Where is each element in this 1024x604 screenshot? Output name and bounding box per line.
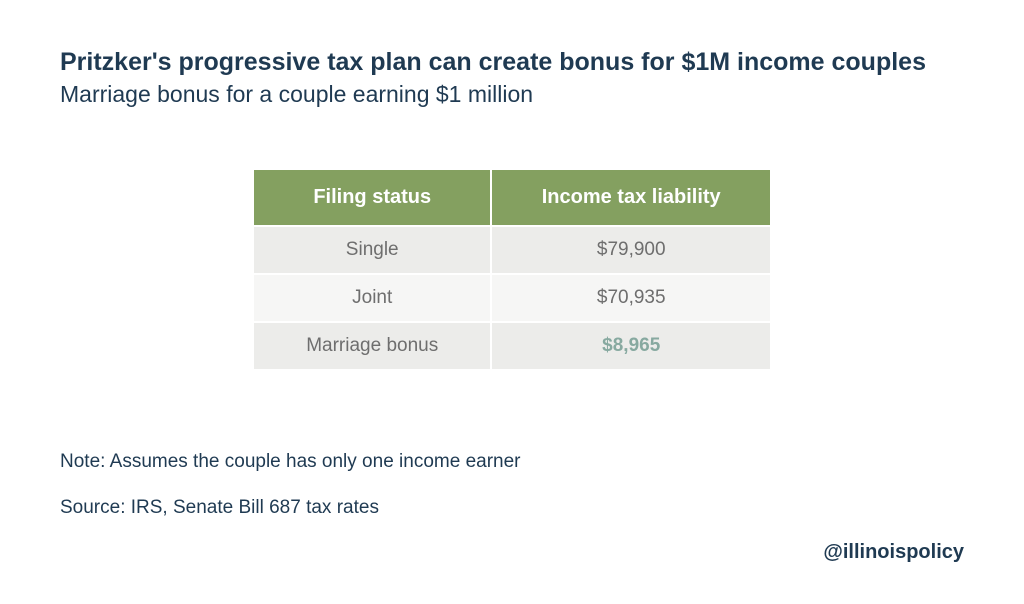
handle-text: @illinoispolicy	[823, 541, 964, 564]
note-text: Note: Assumes the couple has only one in…	[60, 451, 964, 473]
cell-label: Single	[254, 227, 490, 273]
table-row: Single $79,900	[254, 227, 770, 273]
cell-label: Joint	[254, 275, 490, 321]
table-container: Filing status Income tax liability Singl…	[60, 168, 964, 371]
table-row: Joint $70,935	[254, 275, 770, 321]
cell-value: $70,935	[492, 275, 770, 321]
col-header-liability: Income tax liability	[492, 170, 770, 225]
cell-value: $79,900	[492, 227, 770, 273]
tax-table: Filing status Income tax liability Singl…	[252, 168, 772, 371]
col-header-filing: Filing status	[254, 170, 490, 225]
chart-subtitle: Marriage bonus for a couple earning $1 m…	[60, 81, 964, 108]
cell-label: Marriage bonus	[254, 323, 490, 369]
table-header-row: Filing status Income tax liability	[254, 170, 770, 225]
chart-title: Pritzker's progressive tax plan can crea…	[60, 48, 964, 77]
cell-value: $8,965	[492, 323, 770, 369]
table-row: Marriage bonus $8,965	[254, 323, 770, 369]
source-text: Source: IRS, Senate Bill 687 tax rates	[60, 497, 964, 519]
